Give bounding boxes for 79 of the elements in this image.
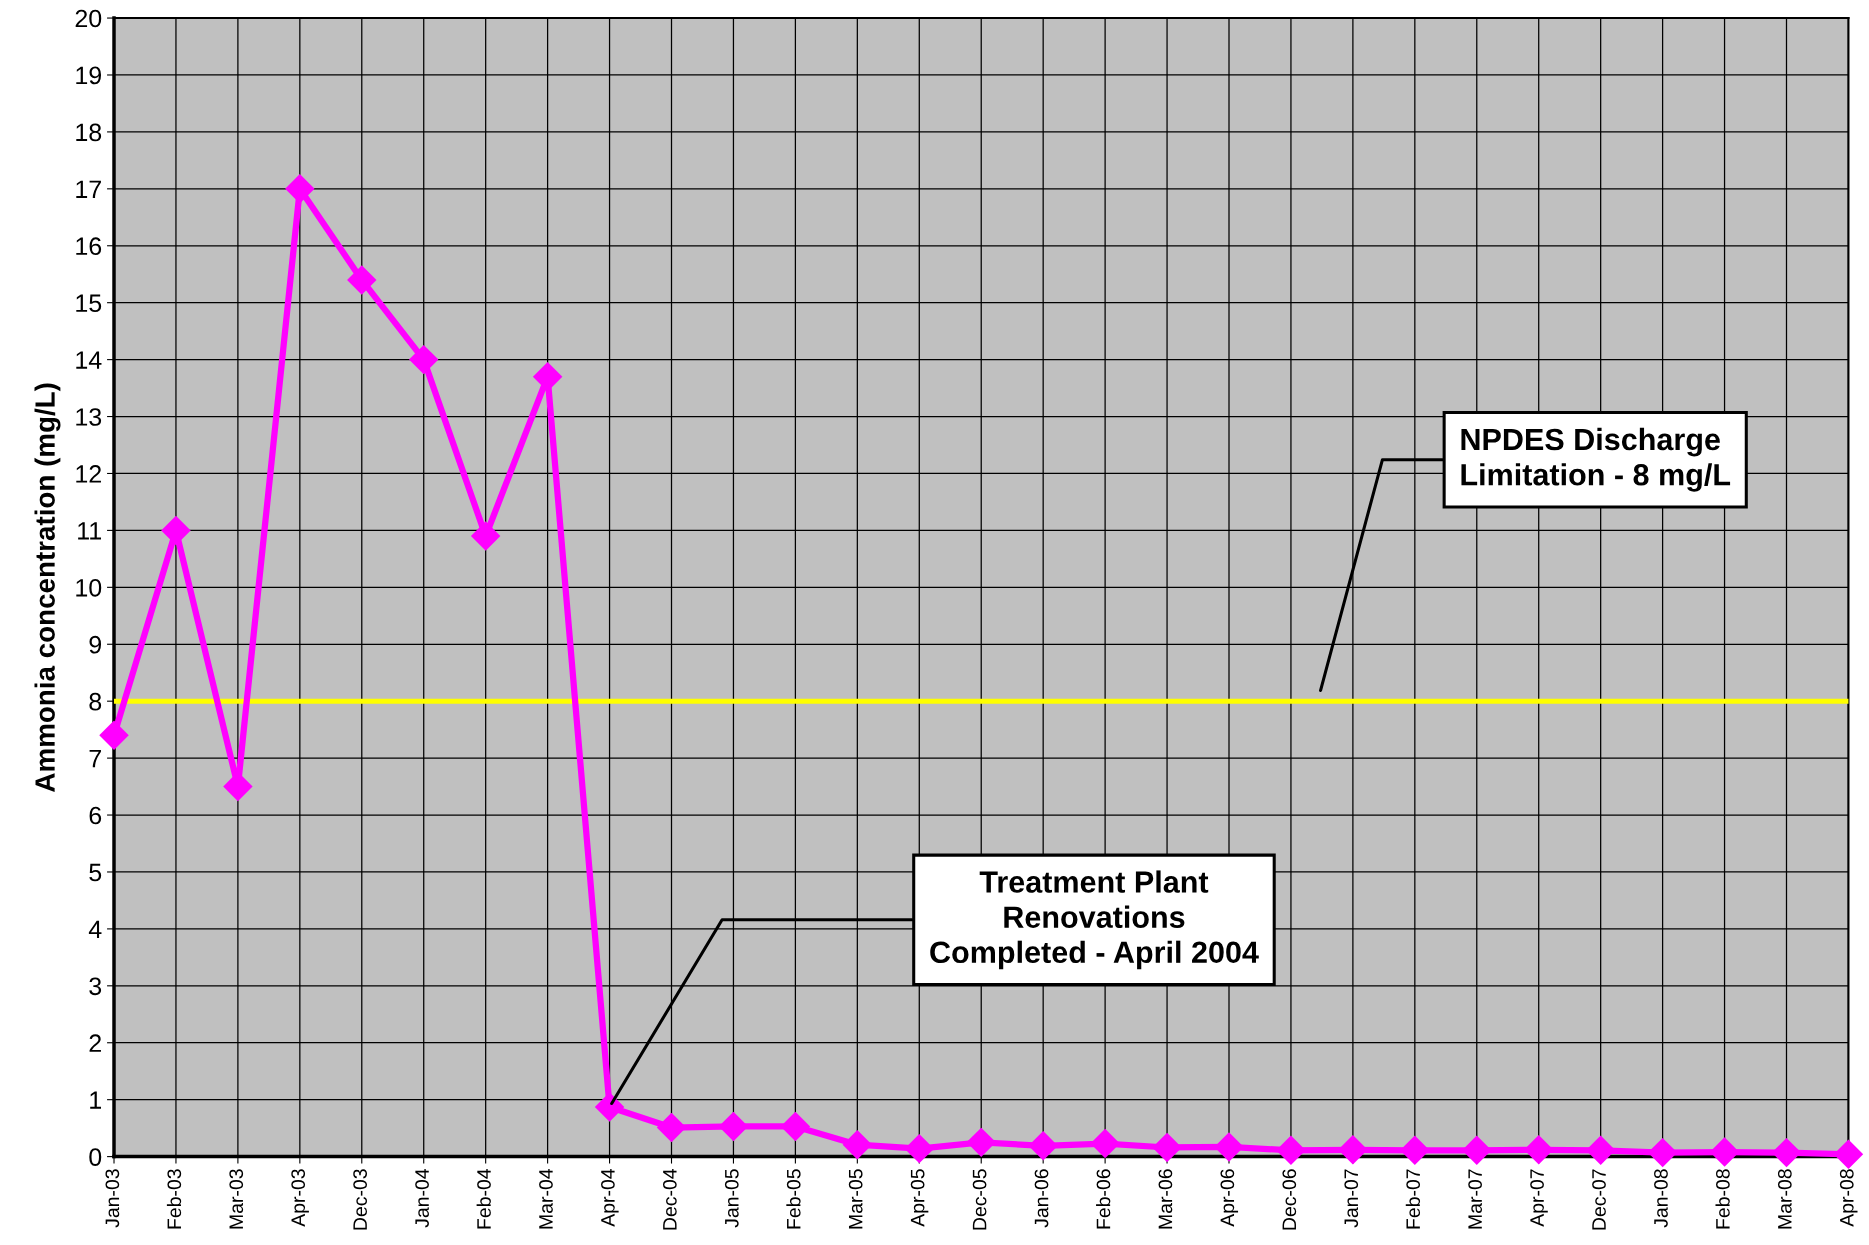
annotation: Treatment Plant Renovations Completed - April 2004 [930,870,1259,970]
point [1214,1132,1244,1162]
x-tick-label: Dec-06 [1282,1169,1297,1230]
x-tick-label: Apr-06 [1220,1169,1239,1227]
x-tick-label: Feb-08 [1715,1169,1730,1229]
point [656,1112,687,1143]
point [718,1111,749,1142]
point [1585,1135,1616,1166]
x-tick-label: Jan-07 [1344,1169,1359,1228]
x-tick-label: Dec-03 [353,1169,367,1230]
point [409,344,439,375]
point [904,1133,935,1164]
point [1152,1132,1182,1163]
x-tick-label: Mar-04 [539,1168,553,1229]
x-tick-label: Dec-07 [1592,1169,1606,1230]
x-tick-label: Jan-06 [1034,1169,1049,1228]
point [1090,1128,1120,1159]
x-tick-label: Jan-05 [724,1169,739,1228]
y-tick-label: 2 [89,1034,101,1052]
point [1833,1139,1864,1170]
point [1709,1137,1740,1167]
y-tick-label: 1 [90,1091,101,1109]
point [594,1092,625,1122]
point [161,515,191,546]
point [1771,1137,1802,1168]
y-tick-label: 12 [76,465,101,483]
point [780,1111,811,1142]
x-tick-label: Apr-04 [601,1168,619,1227]
x-tick-label: Mar-06 [1158,1169,1173,1229]
point [1647,1137,1678,1168]
point [99,720,129,751]
y-tick-label: 5 [89,863,102,882]
point [285,174,315,204]
y-axis-title: Ammonia concentration (mg/L) [34,383,61,792]
x-tick-label: Jan-08 [1654,1169,1668,1228]
point [1400,1135,1430,1166]
x-tick-label: Feb-04 [476,1168,491,1229]
y-tick-label: 11 [78,522,101,540]
y-tick-label: 10 [76,578,102,597]
y-tick-label: 9 [89,635,102,654]
y-tick-label: 18 [76,123,102,142]
point [470,521,501,551]
x-tick-label: Jan-03 [105,1169,120,1228]
point [1276,1135,1306,1166]
x-tick-label: Apr-08 [1839,1169,1858,1227]
point [1338,1135,1368,1165]
y-tick-label: 4 [88,920,102,938]
x-tick-label: Feb-07 [1405,1169,1421,1229]
y-tick-label: 8 [89,692,102,711]
x-tick-label: Mar-05 [848,1169,863,1229]
y-tick-label: 15 [76,294,102,312]
y-tick-label: 14 [76,351,102,369]
y-tick-label: 0 [89,1148,102,1166]
x-tick-label: Apr-03 [291,1169,309,1227]
y-tick-label: 3 [89,977,102,996]
x-tick-label: Feb-03 [166,1169,182,1229]
x-tick-label: Jan-04 [415,1168,429,1228]
y-tick-label: 13 [76,408,102,426]
x-tick-label: Mar-03 [229,1169,244,1229]
x-tick-label: Mar-08 [1777,1169,1792,1229]
point [1028,1131,1058,1161]
x-tick-label: Feb-05 [786,1169,801,1229]
y-tick-label: 20 [75,9,102,28]
point [1462,1135,1492,1166]
point [842,1129,873,1160]
x-tick-label: Dec-04 [662,1168,677,1230]
x-tick-label: Apr-07 [1530,1169,1548,1227]
point [347,265,377,295]
x-tick-label: Apr-05 [910,1169,929,1227]
x-tick-label: Dec-05 [972,1169,987,1230]
y-tick-label: 19 [76,66,102,85]
ref-line-label: NPDES Discharge Limitation - 8 mg/L [1461,427,1731,492]
y-tick-label: 7 [89,749,101,768]
y-tick-label: 16 [76,237,102,256]
y-tick-label: 17 [76,180,101,198]
point [966,1127,996,1158]
x-tick-label: Feb-06 [1096,1169,1111,1229]
x-tick-label: Mar-07 [1468,1169,1482,1229]
y-tick-label: 6 [89,806,102,825]
